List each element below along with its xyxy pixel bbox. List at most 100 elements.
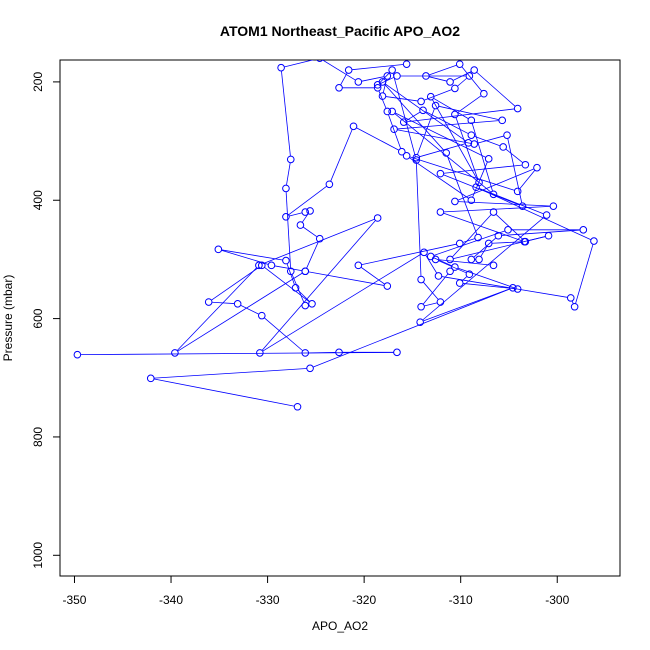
data-point [489, 208, 498, 216]
series-segment [211, 266, 260, 301]
series-segment [80, 351, 394, 356]
series-segment [154, 378, 295, 407]
series-segment [177, 267, 257, 351]
series-segment [261, 220, 376, 351]
series-segment [284, 60, 315, 68]
series-segment [360, 267, 385, 285]
data-point [503, 131, 511, 139]
data-point [542, 211, 551, 219]
series-segment [395, 112, 486, 158]
data-point [436, 208, 445, 216]
data-point [467, 116, 476, 125]
series-segment [419, 143, 466, 158]
x-tick-label: -330 [256, 593, 280, 607]
series-segment [356, 127, 399, 151]
data-point [301, 349, 310, 357]
series-segment [424, 89, 452, 101]
series-segment [432, 99, 478, 180]
data-point [388, 107, 396, 116]
series-segment [439, 259, 491, 266]
series-segment [352, 64, 404, 71]
data-point [378, 92, 387, 100]
data-point [402, 152, 411, 160]
data-point [257, 311, 266, 320]
series-segment [286, 162, 291, 186]
data-point [521, 237, 530, 246]
data-point [446, 78, 454, 86]
data-point [146, 374, 155, 383]
data-point [335, 348, 343, 357]
data-point [349, 122, 358, 131]
series-segment [457, 168, 534, 201]
data-point [451, 197, 459, 206]
series-2 [73, 60, 411, 359]
data-point [579, 226, 588, 234]
data-point [480, 89, 488, 98]
series-segment [289, 212, 302, 217]
data-point [373, 214, 382, 222]
data-point [306, 207, 314, 215]
series-segment [429, 64, 457, 76]
data-point [544, 231, 553, 240]
series-segment [416, 163, 422, 277]
series-segment [474, 135, 501, 147]
data-point [390, 125, 398, 134]
series-segment [274, 265, 302, 272]
data-point [570, 302, 579, 311]
data-point [533, 163, 541, 172]
data-point [315, 234, 324, 243]
series-segment [471, 123, 493, 192]
series-segment [392, 73, 416, 157]
series-segment [424, 302, 438, 307]
data-point [513, 187, 522, 196]
series-segment [443, 205, 550, 213]
series-segment [501, 229, 580, 236]
data-point [513, 104, 522, 113]
series-segment [154, 368, 307, 379]
series-segment [443, 174, 520, 206]
data-point [301, 301, 310, 310]
data-point [566, 294, 575, 302]
x-tick-label: -350 [62, 593, 86, 607]
series-segment [571, 300, 574, 304]
data-point [451, 263, 459, 271]
series-segment [264, 317, 303, 351]
data-point [354, 261, 363, 270]
series-segment [425, 111, 469, 134]
series-segment [462, 276, 468, 282]
data-point [451, 84, 459, 93]
data-point [255, 261, 263, 270]
series-segment [397, 129, 471, 144]
plot-area [73, 60, 598, 411]
series-segment [422, 216, 545, 321]
series-segment [438, 105, 499, 120]
data-point [282, 184, 290, 193]
data-point [417, 275, 425, 284]
data-point [494, 231, 503, 240]
series-segment [447, 156, 478, 235]
series-segment [221, 249, 283, 261]
data-point [498, 116, 507, 125]
series-segment [433, 257, 452, 267]
data-point [431, 101, 440, 110]
series-segment [262, 253, 422, 352]
series-segment [433, 98, 469, 119]
series-segment [507, 138, 523, 203]
data-point [455, 60, 464, 68]
y-tick-label: 400 [31, 190, 45, 210]
data-point [451, 110, 459, 119]
series-segment [438, 260, 467, 274]
data-point [442, 149, 451, 157]
data-point [277, 63, 285, 72]
series-segment [462, 238, 475, 243]
series-segment [285, 191, 291, 268]
series-segment [281, 71, 291, 156]
series-segment [423, 281, 439, 300]
data-point [286, 267, 295, 276]
series-segment [313, 288, 510, 368]
data-point [383, 282, 392, 290]
series-segment [385, 96, 418, 102]
data-point [393, 348, 401, 357]
data-point [373, 81, 382, 89]
data-point [489, 190, 498, 199]
